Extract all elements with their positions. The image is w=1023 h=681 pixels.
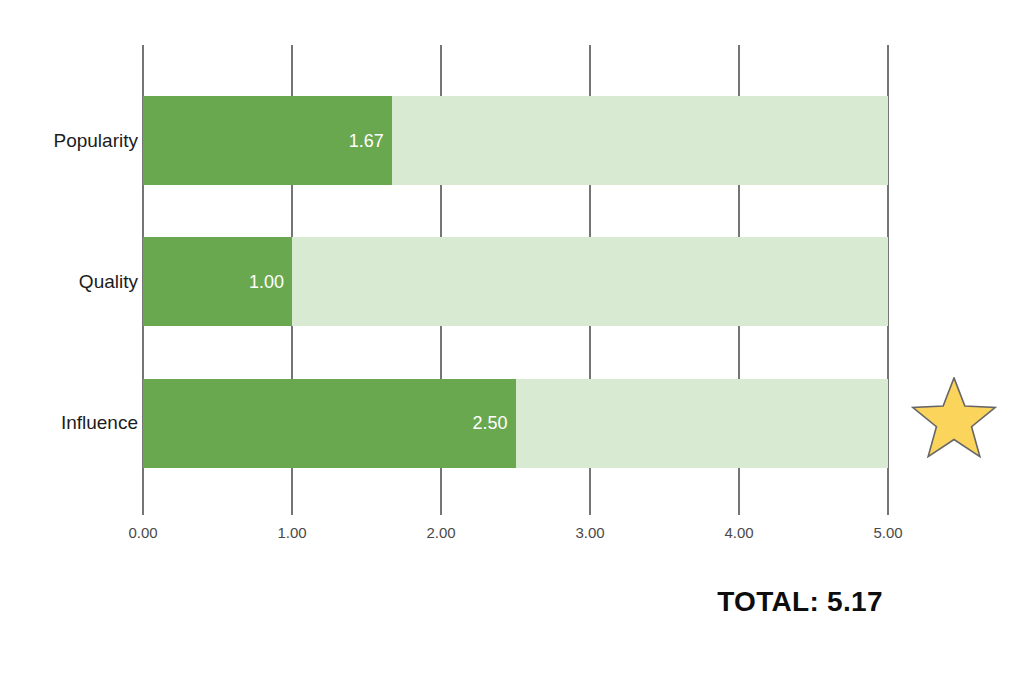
bar-fill: 1.00 <box>143 237 292 326</box>
bar-value-label: 1.00 <box>249 271 284 292</box>
category-label: Influence <box>0 379 138 468</box>
bar-track: 2.50 <box>143 379 888 468</box>
plot-area: 1.67 1.00 2.50 <box>143 45 888 515</box>
category-label: Quality <box>0 237 138 326</box>
x-tick-label: 0.00 <box>128 524 157 541</box>
x-tick-label: 4.00 <box>724 524 753 541</box>
x-tick-label: 5.00 <box>873 524 902 541</box>
category-label: Popularity <box>0 96 138 185</box>
bar-track: 1.67 <box>143 96 888 185</box>
total-label: TOTAL: 5.17 <box>650 586 950 618</box>
x-tick-label: 1.00 <box>277 524 306 541</box>
x-tick-label: 2.00 <box>426 524 455 541</box>
bar-fill: 1.67 <box>143 96 392 185</box>
bar-value-label: 2.50 <box>472 413 507 434</box>
bar-track: 1.00 <box>143 237 888 326</box>
bar-fill: 2.50 <box>143 379 516 468</box>
bar-chart-page: 1.671.002.50 PopularityQualityInfluence … <box>0 0 1023 681</box>
x-tick-label: 3.00 <box>575 524 604 541</box>
star-icon <box>911 377 997 458</box>
bar-value-label: 1.67 <box>349 130 384 151</box>
